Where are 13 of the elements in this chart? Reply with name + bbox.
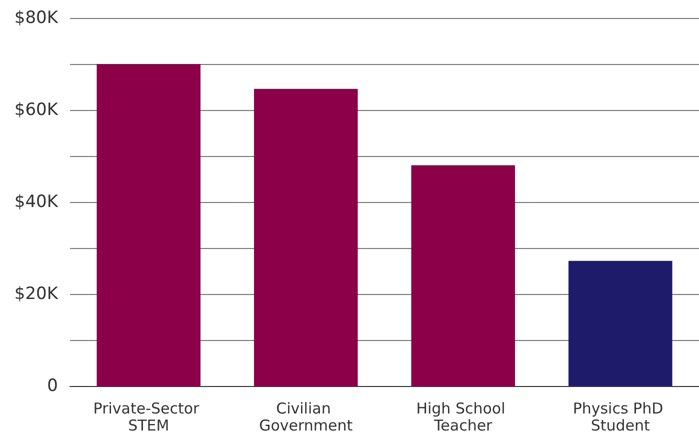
y-tick-label: $20K [14,284,59,304]
x-tick-label: Civilian Government [259,400,353,434]
bar [96,64,201,386]
bar [254,88,358,386]
y-tick-label: $60K [14,100,59,120]
x-tick-label: High School Teacher [416,400,510,434]
y-tick-label: 0 [47,376,58,396]
x-tick-label: Physics PhD Student [572,400,668,434]
bar [568,260,672,386]
y-tick-label: $80K [14,8,59,28]
y-tick-label: $40K [14,192,59,212]
bar [411,165,516,386]
x-tick-label: Private-Sector STEM [93,400,204,434]
